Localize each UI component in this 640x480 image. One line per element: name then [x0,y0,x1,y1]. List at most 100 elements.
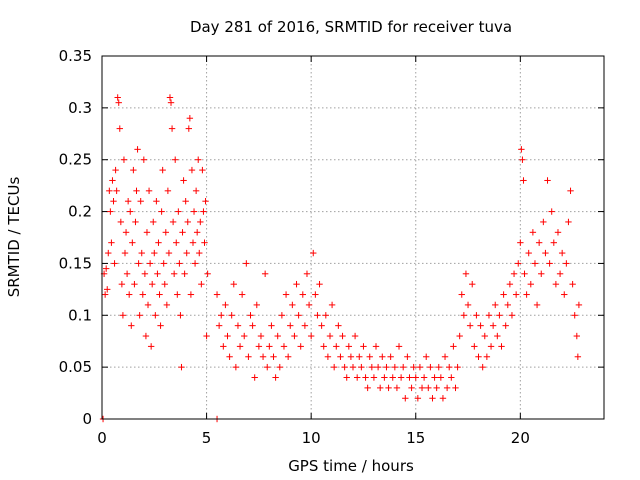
data-point [122,229,130,236]
data-point [508,312,516,319]
data-point [128,322,135,329]
data-point [255,343,263,350]
data-point [135,260,142,267]
data-point [320,343,327,350]
data-point [118,280,126,288]
data-point [287,322,294,329]
data-point [184,218,191,226]
data-point [238,291,246,298]
data-point [228,312,235,319]
data-point [450,343,457,350]
data-point [314,312,321,319]
data-point [540,218,547,226]
data-point [139,291,146,298]
data-point [213,291,221,298]
data-point [193,229,201,236]
data-point [121,249,129,257]
data-point [185,125,193,132]
data-point [520,177,527,184]
data-point [149,280,156,288]
y-axis-label: SRMTID / TECUs [5,177,23,298]
data-point [400,363,407,371]
data-point [464,301,472,309]
data-point [243,260,250,267]
data-point [473,312,480,319]
data-point [569,280,576,288]
data-point [177,312,184,319]
data-point [236,343,244,350]
data-point [456,332,463,340]
data-point [554,229,562,236]
y-tick-label: 0.1 [68,306,92,324]
data-point [345,343,353,350]
data-point [163,301,171,309]
data-point [517,239,524,246]
data-point [538,270,545,277]
data-point [189,239,197,246]
data-point [134,146,141,153]
data-point [389,374,396,381]
data-point [257,332,265,340]
data-points [99,94,583,423]
data-point [512,291,520,298]
data-point [166,94,174,101]
data-point [249,322,256,329]
data-point [448,374,455,381]
data-point [423,353,430,360]
data-point [356,353,363,360]
data-point [412,374,419,381]
data-point [101,291,109,298]
y-tick-label: 0.3 [68,99,92,117]
data-point [114,94,121,101]
data-point [435,363,442,371]
data-point [113,187,120,195]
data-point [437,374,445,381]
data-point [439,395,447,402]
data-point [282,291,290,298]
data-point [310,249,317,257]
grid-lines [102,56,604,419]
data-point [140,156,148,163]
data-point [337,353,344,360]
data-point [489,322,497,329]
data-point [181,270,188,277]
data-point [387,353,394,360]
data-point [462,270,470,277]
data-point [506,280,514,288]
data-point [312,291,319,298]
data-point [196,249,203,257]
data-point [218,312,225,319]
data-point [301,322,309,329]
data-point [165,249,173,257]
data-point [106,187,113,195]
y-tick-label: 0.25 [59,151,92,169]
data-point [446,363,453,371]
data-point [129,239,136,246]
data-point [188,166,196,174]
data-point [339,332,346,340]
data-point [176,260,183,267]
data-point [393,384,401,392]
data-point [372,343,380,350]
data-point [515,260,522,267]
data-point [496,312,503,319]
data-point [280,343,288,350]
data-point [278,312,286,319]
data-point [186,115,194,122]
data-point [151,249,158,257]
data-point [168,125,176,132]
data-point [247,312,254,319]
data-point [518,146,525,153]
data-point [358,363,365,371]
data-point [458,291,465,298]
data-point [174,291,181,298]
data-point [172,156,179,163]
data-point [226,353,233,360]
data-point [565,218,572,226]
data-point [481,332,488,340]
data-point [381,374,388,381]
y-tick-labels: 0 0.05 0.1 0.15 0.2 0.25 0.3 0.35 [59,47,92,428]
data-point [197,218,204,226]
y-tick-label: 0.2 [68,203,92,221]
data-point [349,363,357,371]
